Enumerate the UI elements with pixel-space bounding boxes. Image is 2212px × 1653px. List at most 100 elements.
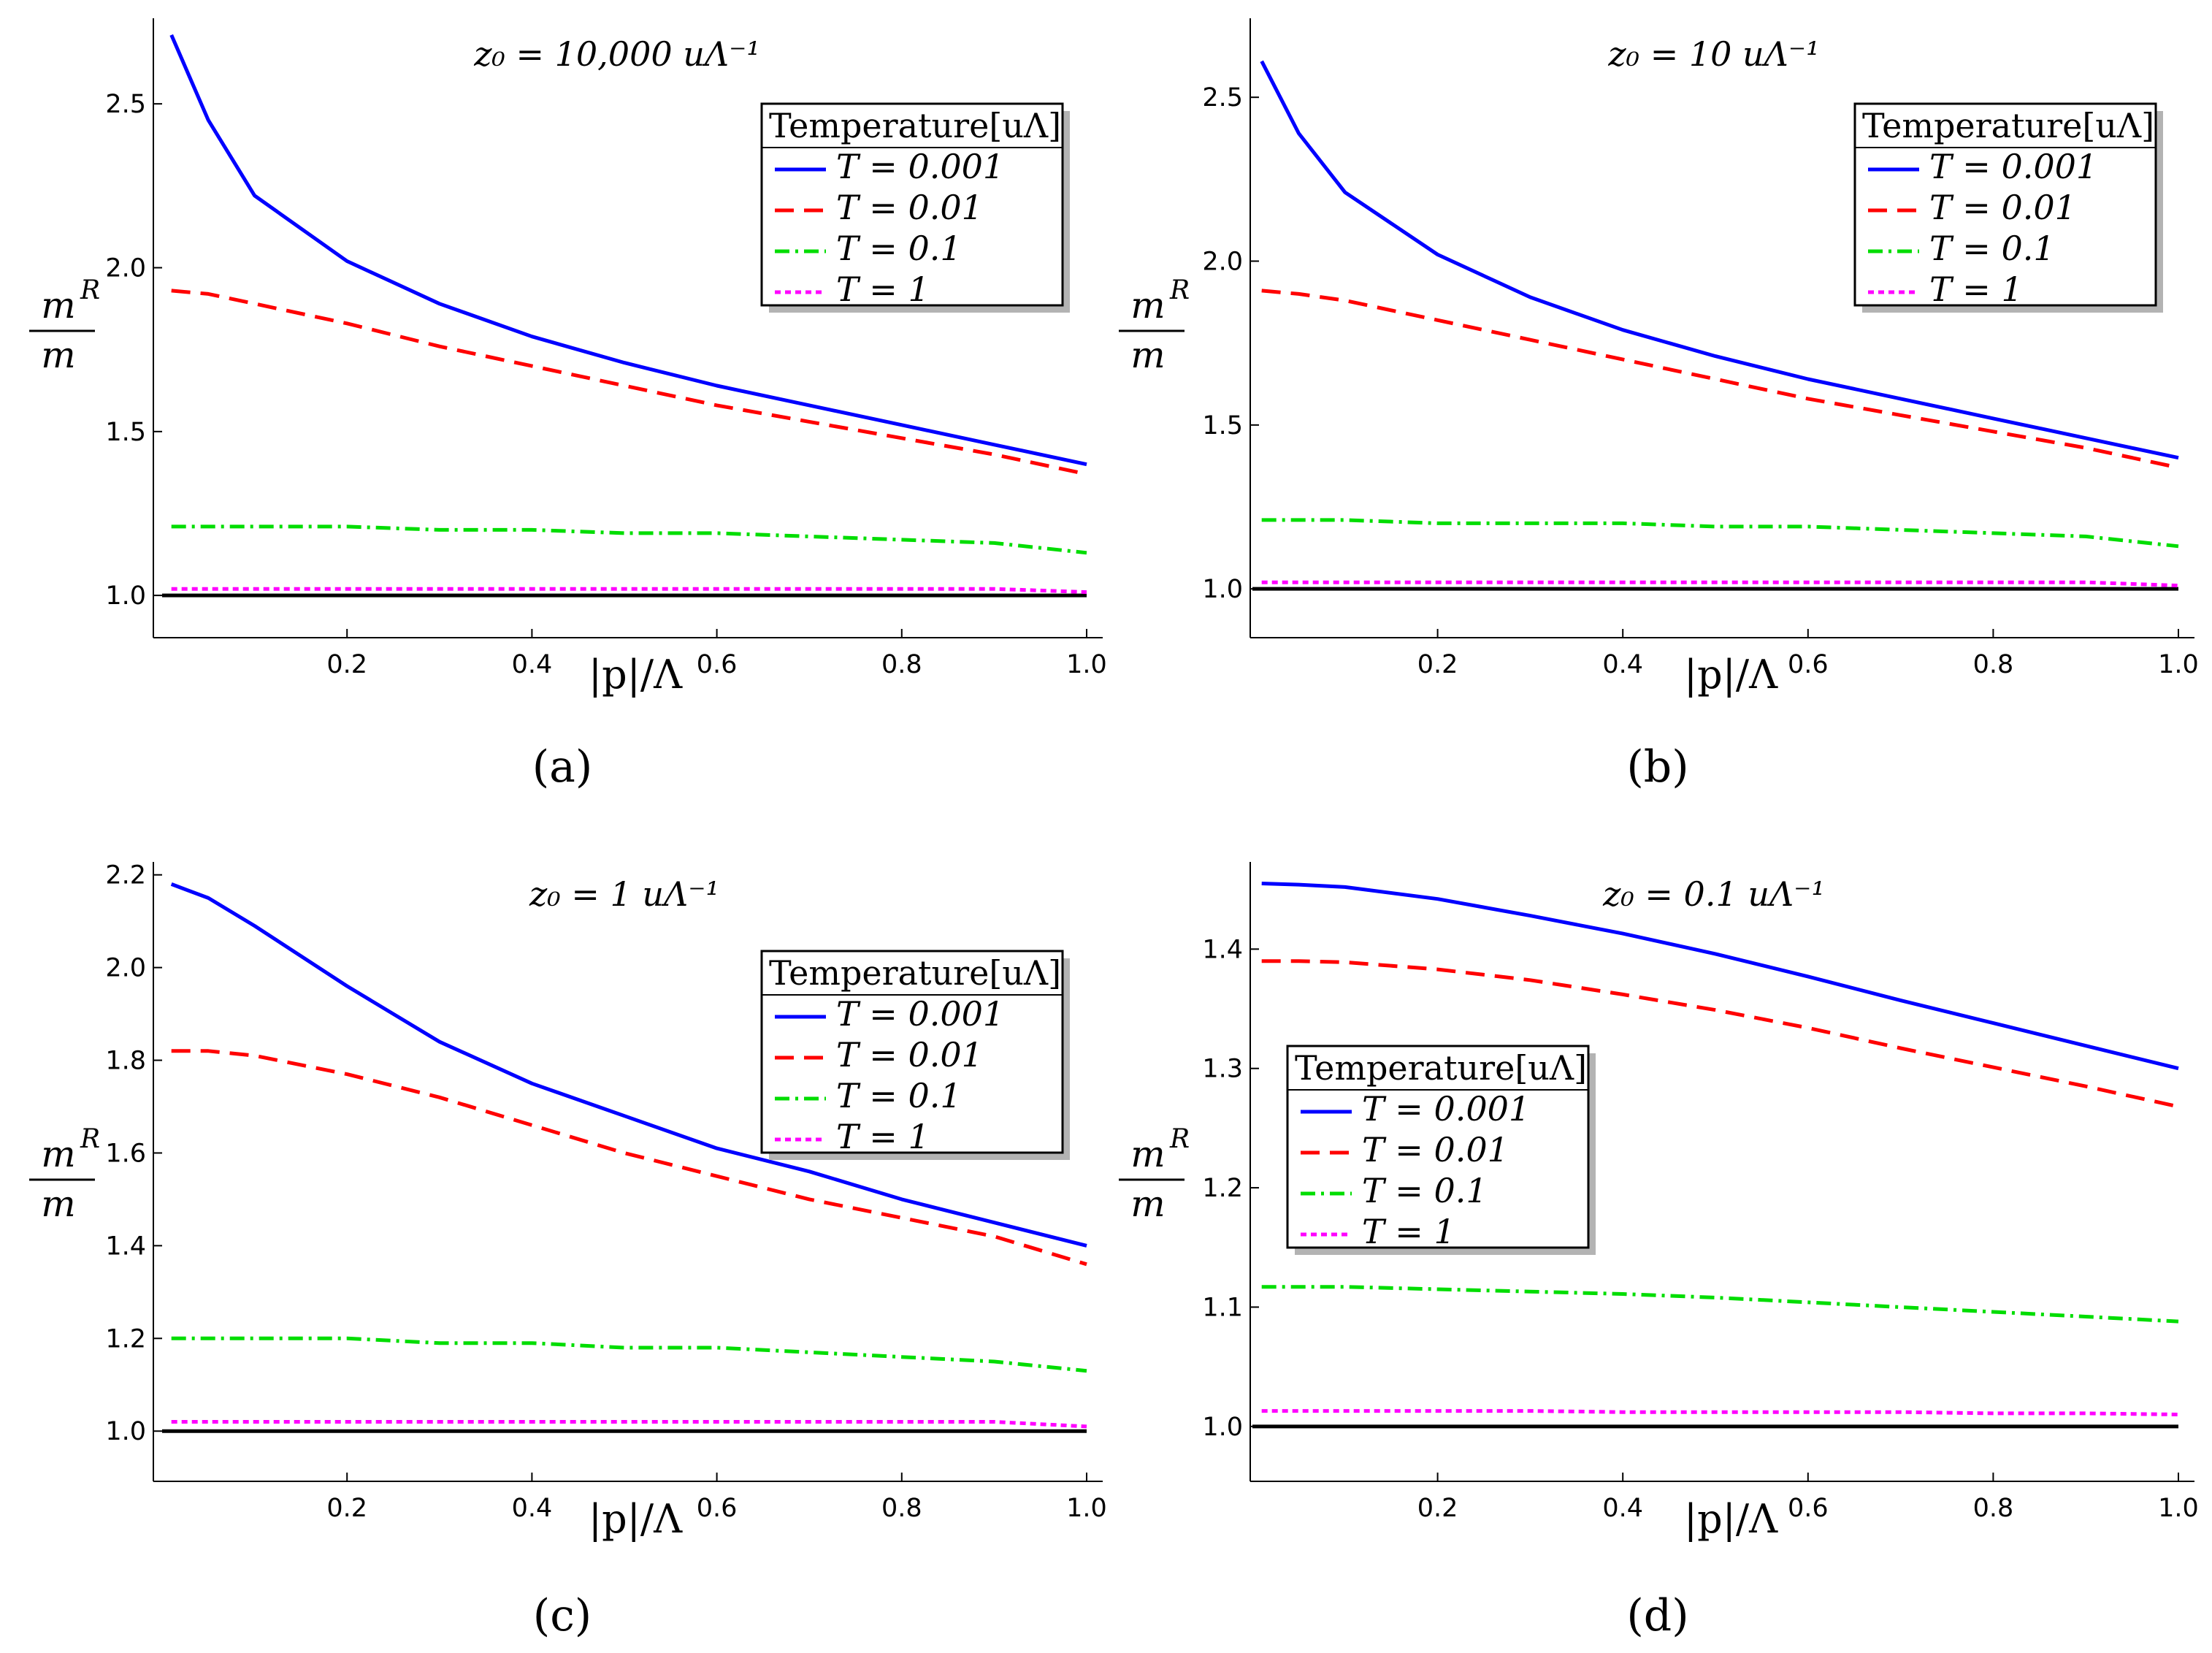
legend-entry-3: T = 0.1 [1929,229,2055,268]
x-tick-label: 0.4 [1602,1494,1643,1523]
x-tick-label: 1.0 [1066,650,1107,679]
y-tick-label: 2.0 [105,253,146,283]
panel-caption: (c) [533,1590,592,1641]
y-axis-label-numerator: m [41,284,75,327]
y-tick-label: 1.2 [1202,1174,1243,1203]
chart-title: z₀ = 10,000 uΛ⁻¹ [473,34,760,74]
legend-title: Temperature[uΛ] [769,106,1061,145]
x-tick-label: 0.4 [1602,650,1643,679]
y-tick-label: 2.5 [1202,83,1243,112]
series-line-4 [171,1420,1087,1429]
y-tick-label: 1.4 [1202,935,1243,964]
y-tick-label: 1.1 [1202,1293,1243,1322]
legend-entry-4: T = 1 [836,1117,930,1156]
legend-title: Temperature[uΛ] [1295,1048,1587,1088]
chart-panel-a: 1.0 1.5 2.0 2.5 0.2 0.4 0.6 0.8 1.0 z₀ = 10,000 u… [29,18,1107,793]
series-line-2 [1261,959,2179,1109]
legend-entry-1: T = 0.001 [836,994,1004,1034]
y-axis-label-superscript: R [80,1124,100,1154]
legend-entry-2: T = 0.01 [836,1035,983,1074]
chart-panel-b: 1.0 1.5 2.0 2.5 0.2 0.4 0.6 0.8 1.0 z₀ = 10 uΛ⁻¹ T… [1119,18,2199,793]
y-tick-label: 2.2 [105,861,146,890]
legend-entry-2: T = 0.01 [836,188,983,227]
legend-entry-1: T = 0.001 [1362,1089,1530,1129]
x-tick-label: 0.8 [1973,1494,2014,1523]
y-axis-label-denominator: m [41,1183,75,1225]
series-line-1 [1260,60,2179,460]
y-tick-label: 1.0 [105,1417,146,1446]
legend-entry-4: T = 1 [1929,270,2023,309]
series-line-4 [1261,580,2179,588]
series-line-4 [1261,1409,2179,1416]
y-tick-label: 1.0 [1202,575,1243,604]
y-tick-label: 1.4 [105,1232,146,1261]
x-tick-label: 1.0 [2158,1494,2199,1523]
y-tick-label: 1.5 [1202,411,1243,440]
x-tick-label: 1.0 [1066,1494,1107,1523]
series-line-1 [169,34,1087,467]
y-tick-label: 2.5 [105,90,146,119]
panel-caption: (b) [1626,741,1688,793]
panel-caption: (d) [1626,1590,1688,1641]
chart-title: z₀ = 1 uΛ⁻¹ [529,874,719,914]
y-tick-label: 1.3 [1202,1055,1243,1084]
x-tick-label: 0.8 [1973,650,2014,679]
x-axis-label: |p|/Λ [1684,652,1778,698]
legend-title: Temperature[uΛ] [769,953,1061,993]
chart-title: z₀ = 10 uΛ⁻¹ [1607,34,1819,74]
x-axis-label: |p|/Λ [589,1496,683,1542]
x-tick-label: 0.6 [1788,1494,1829,1523]
series-line-2 [1261,289,2179,470]
legend-box [760,950,1064,1154]
y-axis-label-numerator: m [1130,284,1165,327]
x-tick-label: 0.2 [326,650,367,679]
x-tick-label: 0.2 [326,1494,367,1523]
y-axis-label-superscript: R [1169,1124,1190,1154]
y-tick-label: 1.6 [105,1139,146,1168]
y-axis-label-numerator: m [1130,1133,1165,1175]
x-tick-label: 1.0 [2158,650,2199,679]
legend-entry-2: T = 0.01 [1362,1130,1509,1169]
panel-caption: (a) [532,741,593,793]
x-tick-label: 0.2 [1417,1494,1458,1523]
x-tick-label: 0.6 [697,1494,738,1523]
y-axis-label-superscript: R [80,275,100,305]
legend-title: Temperature[uΛ] [1862,106,2154,145]
y-tick-label: 1.0 [1202,1413,1243,1442]
y-axis-label-denominator: m [1130,334,1165,376]
x-tick-label: 0.6 [697,650,738,679]
chart-panel-d: 1.0 1.1 1.2 1.3 1.4 0.2 0.4 0.6 0.8 1.0 z₀ = 0.1 u… [1119,862,2199,1641]
y-tick-label: 1.8 [105,1047,146,1076]
y-tick-label: 1.2 [105,1324,146,1354]
legend-entry-4: T = 1 [836,270,930,309]
y-tick-label: 2.0 [1202,248,1243,277]
legend-entry-2: T = 0.01 [1929,188,2076,227]
legend-entry-3: T = 0.1 [1362,1171,1488,1210]
x-tick-label: 0.8 [881,1494,922,1523]
y-tick-label: 1.5 [105,418,146,447]
x-tick-label: 0.4 [512,650,553,679]
y-axis-label-denominator: m [41,334,75,376]
chart-panel-c: 1.0 1.2 1.4 1.6 1.8 2.0 2.2 0.2 0.4 0.6 0.8 1.0 z₀ =… [29,861,1107,1641]
legend-entry-1: T = 0.001 [836,147,1004,186]
series-line-2 [171,1049,1087,1267]
legend-entry-3: T = 0.1 [836,1076,962,1115]
y-tick-label: 1.0 [105,581,146,611]
legend-entry-3: T = 0.1 [836,229,962,268]
legend-box [1286,1045,1590,1249]
x-tick-label: 0.6 [1788,650,1829,679]
legend-box [760,102,1064,307]
x-axis-label: |p|/Λ [1684,1496,1778,1542]
y-axis-label-superscript: R [1169,275,1190,305]
series-line-4 [171,587,1087,595]
y-tick-label: 2.0 [105,954,146,983]
y-axis-label-numerator: m [41,1133,75,1175]
x-axis-label: |p|/Λ [589,652,683,698]
legend-entry-4: T = 1 [1362,1212,1455,1251]
series-line-1 [170,882,1087,1248]
chart-title: z₀ = 0.1 uΛ⁻¹ [1602,874,1825,914]
series-line-1 [1261,882,2179,1071]
y-axis-label-denominator: m [1130,1183,1165,1225]
series-line-2 [171,289,1087,476]
